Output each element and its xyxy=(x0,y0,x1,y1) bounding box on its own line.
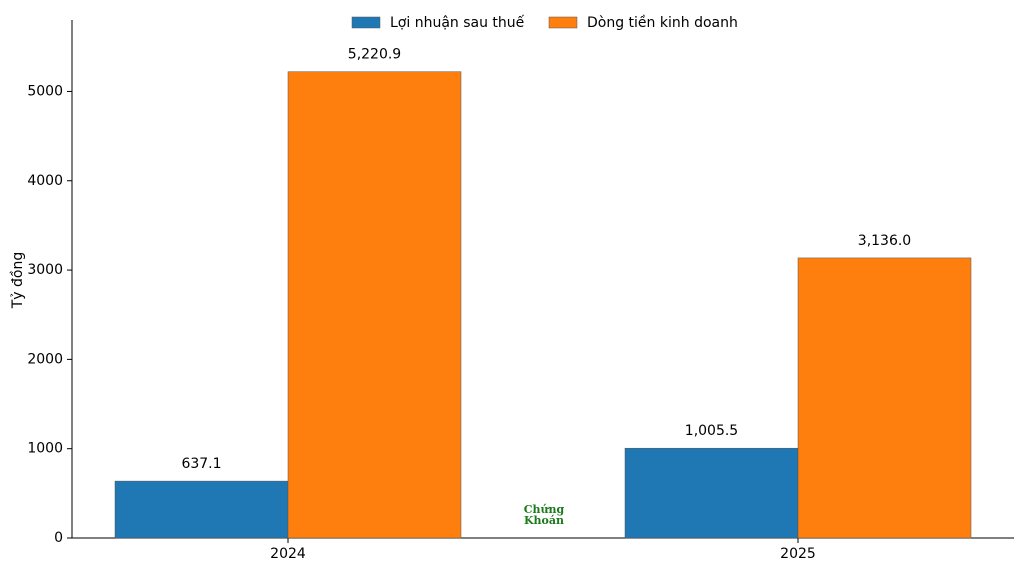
bar xyxy=(624,447,799,539)
x-tick-label: 2025 xyxy=(780,546,816,562)
legend-label: Dòng tiền kinh doanh xyxy=(587,14,738,31)
y-tick-label: 5000 xyxy=(27,83,63,99)
value-label: 5,220.9 xyxy=(348,47,401,63)
y-tick-label: 0 xyxy=(54,530,63,546)
legend-swatch xyxy=(548,16,578,29)
y-tick-label: 3000 xyxy=(27,262,63,278)
bar xyxy=(114,480,289,539)
y-tick-label: 4000 xyxy=(27,173,63,189)
bar xyxy=(797,257,972,539)
legend-swatch xyxy=(351,16,381,29)
legend-label: Lợi nhuận sau thuế xyxy=(390,14,525,31)
y-tick-label: 1000 xyxy=(27,441,63,457)
watermark: Chứng xyxy=(524,503,565,516)
value-label: 1,005.5 xyxy=(685,423,738,439)
watermark: Khoán xyxy=(524,514,564,527)
x-tick-label: 2024 xyxy=(270,546,306,562)
y-tick-label: 2000 xyxy=(27,351,63,367)
value-label: 637.1 xyxy=(181,456,221,472)
bar xyxy=(287,71,462,539)
value-label: 3,136.0 xyxy=(858,233,911,249)
y-axis-label: Tỷ đồng xyxy=(9,252,26,310)
